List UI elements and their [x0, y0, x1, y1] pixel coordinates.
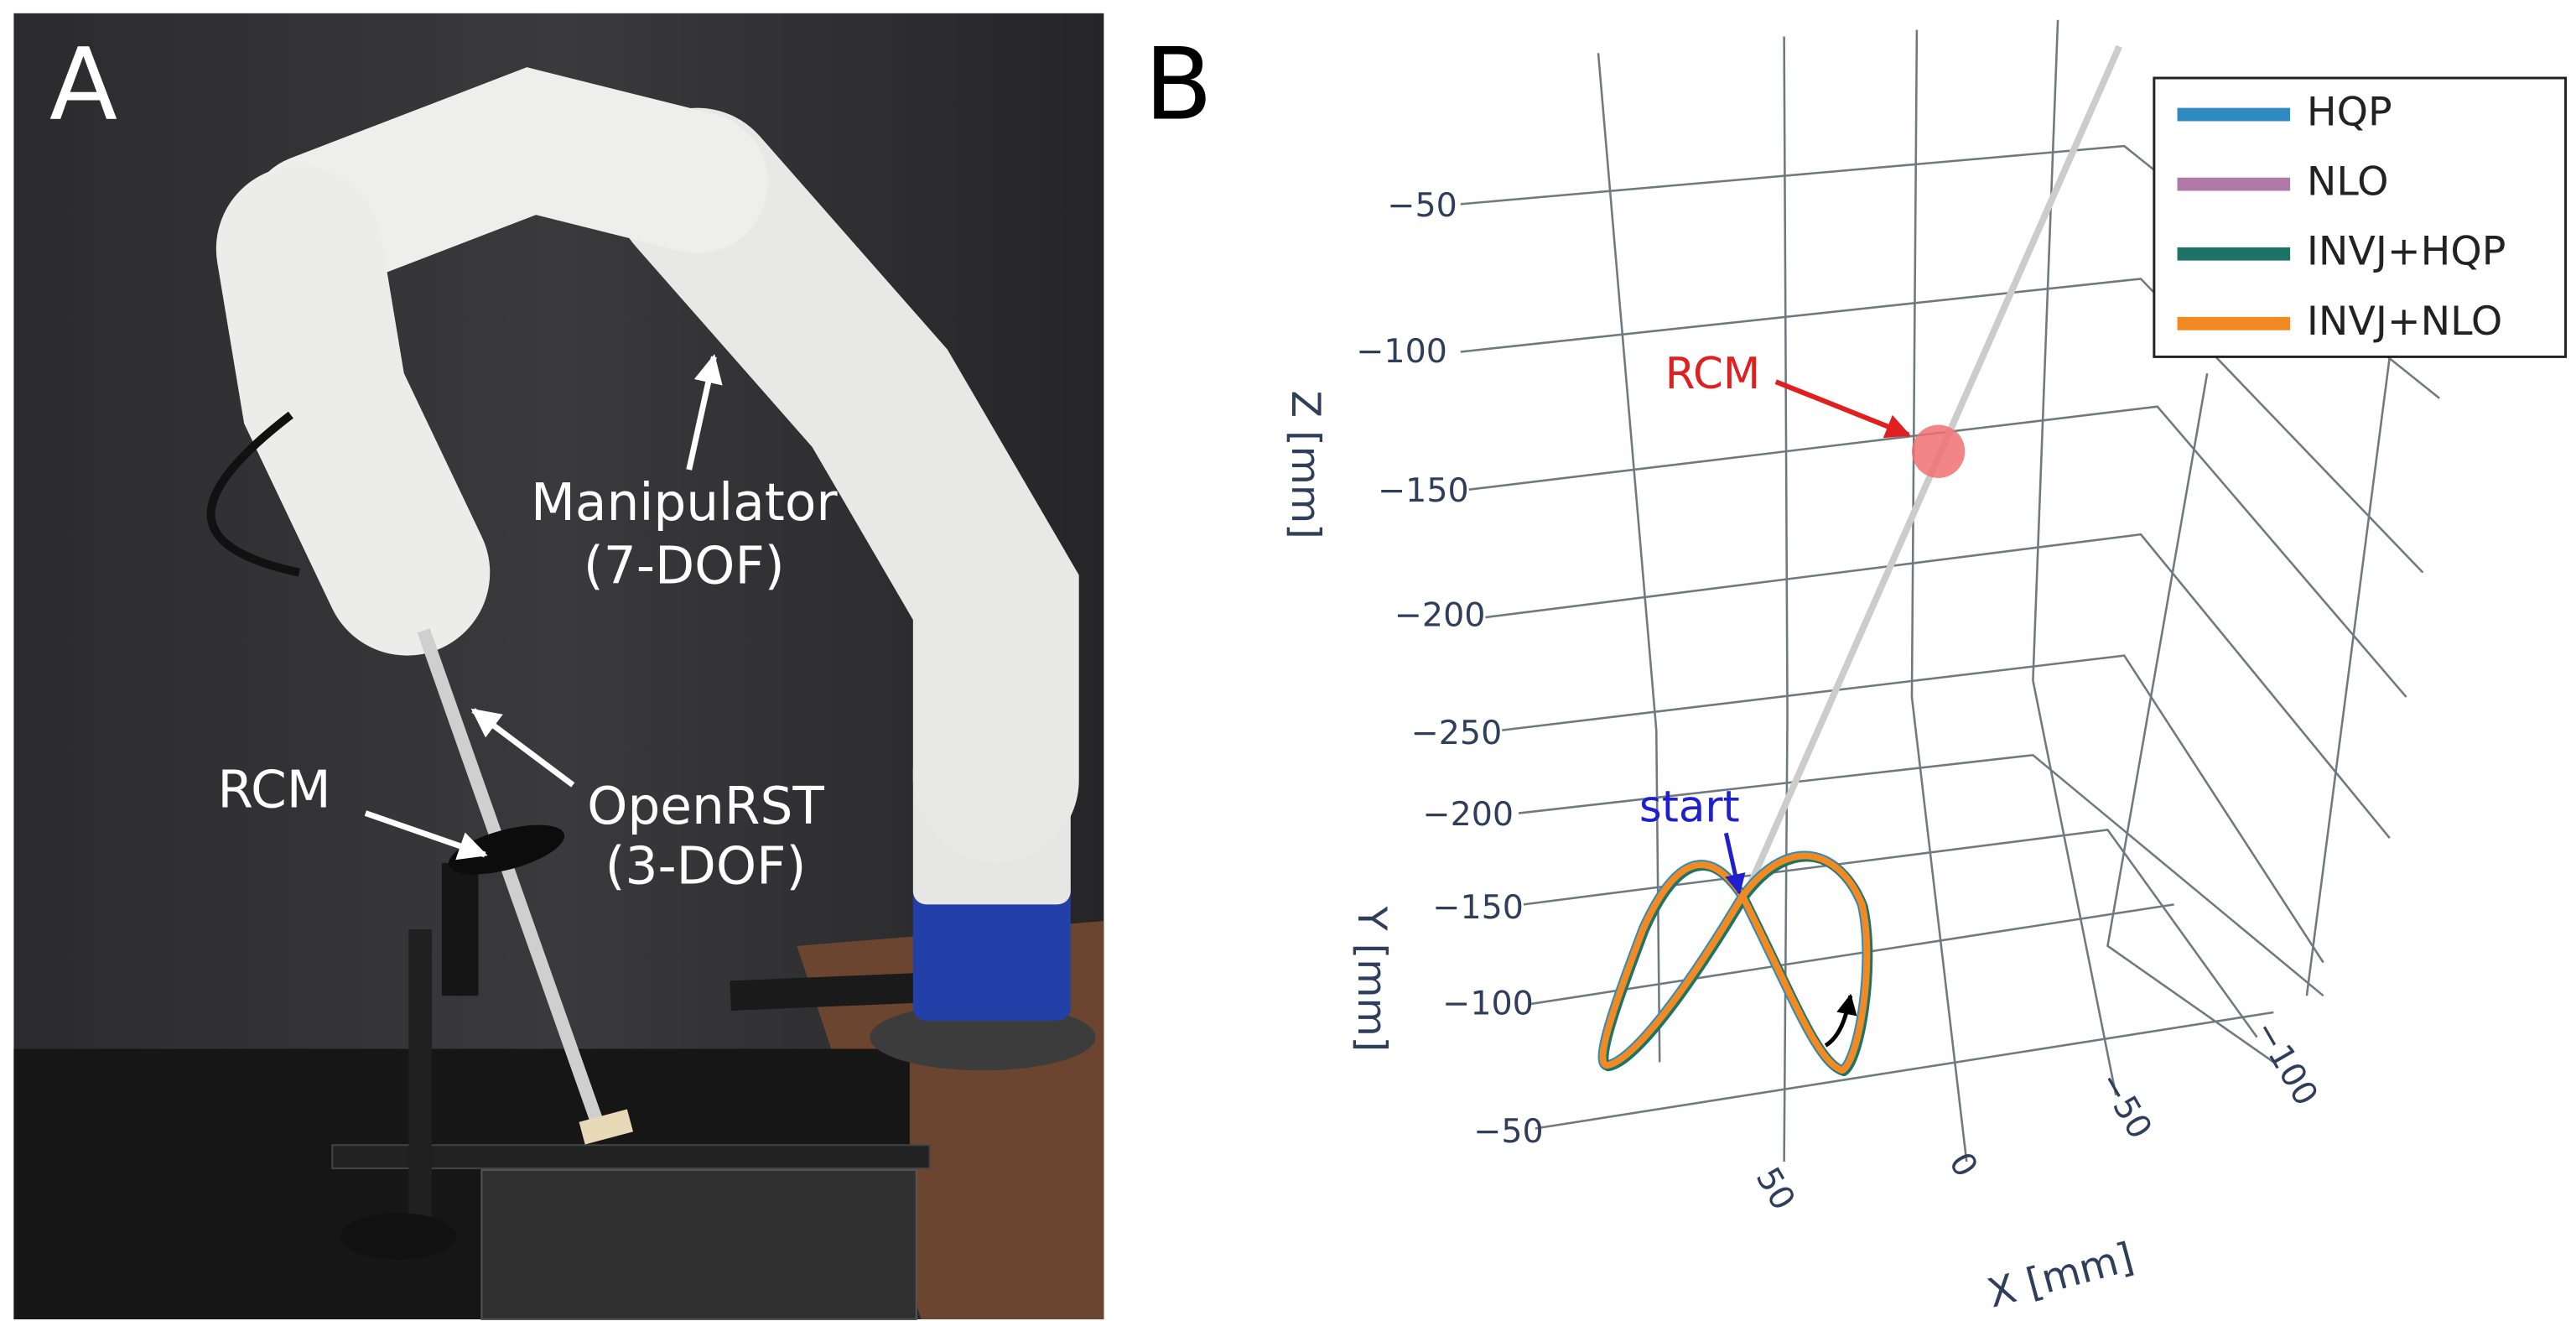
manipulator-label: Manipulator: [531, 473, 838, 533]
panel-label: A: [49, 27, 117, 143]
cable: [206, 411, 300, 577]
arrow: [470, 708, 575, 788]
arrow: [364, 810, 488, 861]
y-tick-label: −100: [1442, 985, 1534, 1023]
rcm-annotation: RCM: [1665, 349, 1760, 399]
x-axis-title: X [mm]: [1983, 1235, 2138, 1318]
direction-arrow: [1824, 993, 1857, 1048]
arrow: [686, 354, 723, 471]
annotation-arrow: [1723, 832, 1746, 895]
x-tick-label: 0: [1941, 1146, 1985, 1183]
trajectory: [1597, 850, 1873, 1077]
robot-base: [912, 871, 1071, 1021]
legend-label: INVJ+HQP: [2307, 229, 2506, 275]
robot-shoulder: [245, 67, 768, 295]
start-annotation: start: [1639, 783, 1740, 833]
z-axis-title: Z [mm]: [1282, 390, 1328, 538]
legend-label: HQP: [2307, 90, 2392, 136]
instrument-tip: [579, 1109, 634, 1145]
x-tick-label: 50: [1748, 1161, 1803, 1217]
rcm-label: RCM: [217, 760, 330, 819]
manipulator-dof: (7-DOF): [584, 536, 785, 595]
stand-base: [340, 1213, 457, 1260]
z-tick-label: −200: [1394, 596, 1486, 635]
z-tick-label: −250: [1411, 714, 1503, 752]
stand: [408, 929, 433, 1237]
rcm-point: [1911, 424, 1966, 478]
y-tick-label: −50: [1473, 1112, 1544, 1151]
legend-label: INVJ+NLO: [2307, 299, 2502, 345]
rcm-disc: [448, 824, 565, 875]
y-tick-label: −200: [1422, 795, 1514, 834]
y-axis-title: Y [mm]: [1348, 906, 1394, 1053]
y-tick-label: −150: [1432, 888, 1524, 927]
tray: [480, 1168, 917, 1321]
photo-panel: A Manipulator (7-DOF) RCM OpenRST (3-DOF…: [13, 13, 1104, 1321]
annotation-arrow: [1774, 379, 1911, 439]
z-tick-label: −150: [1378, 471, 1469, 510]
clamp: [730, 972, 931, 1011]
x-tick-label: −100: [2246, 1014, 2325, 1112]
panel-label: B: [1145, 27, 1213, 143]
legend-label: NLO: [2307, 159, 2389, 205]
rcm-holder: [441, 862, 479, 996]
openrst-label: OpenRST: [587, 777, 824, 836]
trajectory-invj-nlo: [1599, 852, 1871, 1074]
z-tick-label: −50: [1387, 186, 1457, 225]
robot-upper-arm: [614, 107, 1079, 863]
legend: [2153, 76, 2568, 358]
x-tick-label: −50: [2091, 1065, 2160, 1145]
instrument-rod: [417, 628, 608, 1136]
plot-panel: B RCM start Z [mm: [1145, 19, 2568, 1318]
robot-forearm: [216, 165, 491, 656]
openrst-dof: (3-DOF): [605, 836, 807, 896]
z-tick-label: −100: [1356, 332, 1447, 371]
